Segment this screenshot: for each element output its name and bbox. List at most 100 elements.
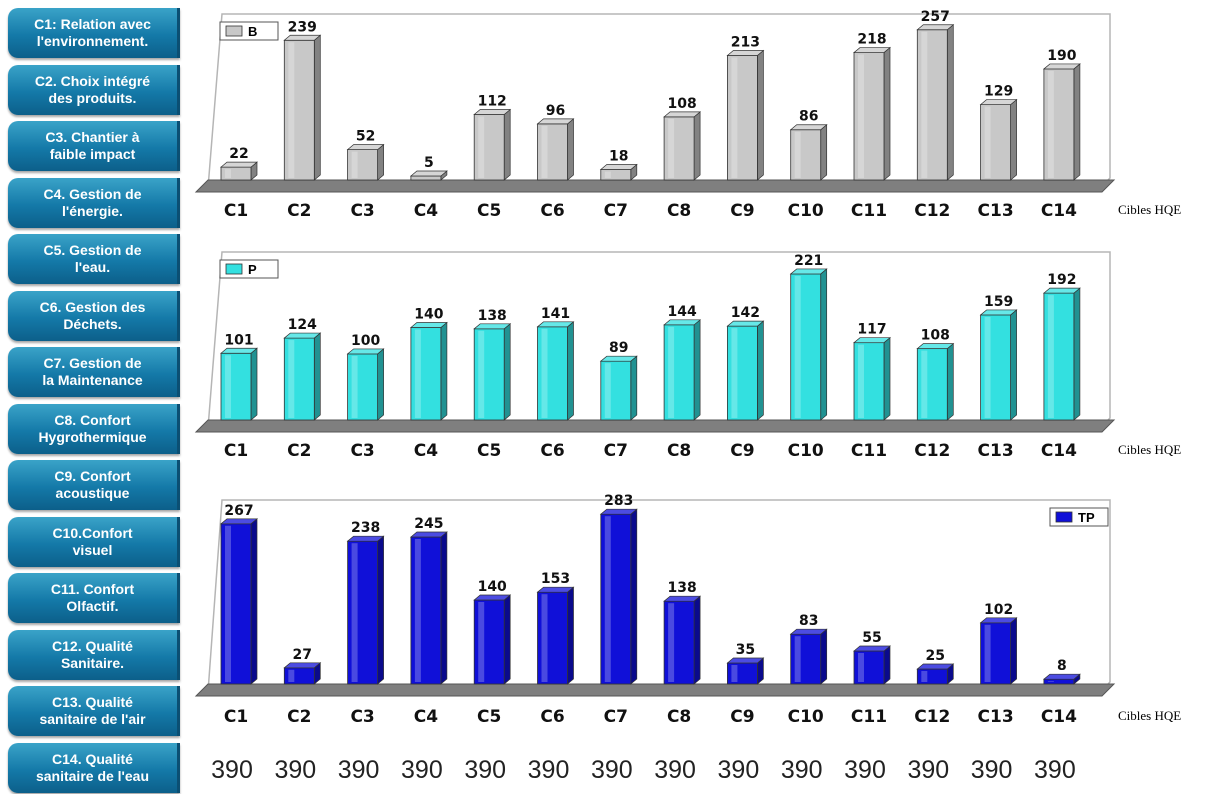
category-label: C13 (978, 201, 1014, 221)
category-label: C2 (287, 707, 311, 727)
bar-p-c13 (979, 309, 1018, 421)
total-value: 390 (844, 756, 886, 784)
plot-wall (207, 499, 1111, 693)
category-label: C1 (224, 707, 248, 727)
bar-p-c11 (853, 336, 891, 421)
bar-b-c1 (220, 161, 258, 181)
category-label: C11 (851, 441, 887, 461)
value-label: 108 (921, 328, 950, 344)
bar-p-c9 (726, 320, 765, 421)
value-label: 22 (229, 146, 248, 162)
category-label: C7 (604, 707, 628, 727)
target-c6: C6. Gestion des Déchets. (8, 290, 180, 341)
total-value: 390 (464, 756, 507, 784)
target-c9: C9. Confort acoustique (8, 460, 180, 510)
total-value: 390 (211, 756, 253, 784)
target-c11: C11. Confort Olfactif. (8, 573, 180, 623)
category-label: C10 (788, 707, 824, 727)
bar-tp-c12 (916, 663, 955, 685)
bar-b-c6 (536, 118, 575, 181)
target-c8: C8. Confort Hygrothermique (8, 403, 180, 454)
value-label: 86 (799, 109, 818, 125)
category-label: C5 (477, 441, 501, 461)
value-label: 153 (541, 571, 570, 587)
target-c7: C7. Gestion de la Maintenance (8, 347, 180, 397)
category-label: C7 (604, 201, 628, 221)
total-value: 390 (274, 756, 317, 784)
bar-charts: B 22 C1 239 C2 52 C3 5 C4 112 C5 96 C6 18 C7 108 C8 213 C9… (194, 9, 1181, 727)
bar-tp-c8 (663, 595, 702, 685)
value-label: 218 (857, 32, 886, 48)
value-label: 25 (926, 648, 945, 664)
category-label: C12 (914, 201, 950, 221)
category-label: C1 (224, 441, 248, 461)
target-c13: C13. Qualité sanitaire de l'air (8, 686, 180, 736)
bar-b-c8 (663, 111, 702, 181)
bar-p-c2 (283, 332, 322, 421)
bar-b-c11 (853, 46, 891, 181)
bar-tp-c13 (979, 617, 1018, 685)
category-label: C6 (540, 441, 564, 461)
target-c10: C10.Confort visuel (8, 516, 180, 567)
value-label: 267 (224, 503, 253, 519)
category-label: C8 (667, 707, 691, 727)
plot-floor (194, 179, 1116, 193)
category-label: C5 (477, 707, 501, 727)
value-label: 245 (414, 516, 443, 532)
category-label: C14 (1041, 201, 1077, 221)
bar-b-c2 (283, 34, 322, 181)
bar-p-c5 (473, 323, 512, 421)
bar-b-c5 (473, 108, 512, 181)
totals-row: 390 390 390 390 390 390 390 390 390 390 390 390 390 3… (0, 752, 1224, 794)
target-c14: C14. Qualité sanitaire de l'eau (8, 742, 180, 793)
value-label: 108 (667, 96, 696, 112)
category-label: C4 (414, 201, 438, 221)
value-label: 138 (667, 580, 696, 596)
bar-b-c7 (599, 163, 638, 181)
bar-p-c4 (409, 321, 448, 421)
value-label: 190 (1047, 48, 1076, 64)
category-label: C4 (414, 707, 438, 727)
value-label: 142 (731, 305, 760, 321)
value-label: 144 (667, 304, 696, 320)
plot-floor (194, 419, 1116, 433)
category-label: C13 (978, 441, 1014, 461)
value-label: 18 (609, 148, 628, 164)
bar-tp-c5 (473, 594, 512, 685)
target-c1: C1: Relation avec l'environnement. (8, 8, 180, 58)
chart-tp: TP 267 C1 27 C2 238 C3 245 C4 140 C5 153 C6 283 C7 138 C… (194, 493, 1181, 727)
legend-label: TP (1078, 510, 1095, 525)
total-value: 390 (527, 756, 570, 784)
value-label: 83 (799, 613, 818, 629)
total-value: 390 (717, 756, 760, 784)
value-label: 192 (1047, 272, 1076, 288)
bar-p-c6 (536, 321, 575, 421)
hqe-targets-legend: C1: Relation avec l'environnement. C2. Ch… (0, 0, 190, 794)
category-label: C2 (287, 441, 311, 461)
category-label: C14 (1041, 707, 1077, 727)
bar-b-c13 (979, 98, 1018, 181)
total-value: 390 (1034, 756, 1076, 784)
value-label: 100 (351, 333, 380, 349)
value-label: 5 (424, 155, 434, 171)
legend-label: B (248, 24, 257, 39)
bar-tp-c10 (789, 628, 828, 685)
category-label: C6 (540, 707, 564, 727)
target-c12: C12. Qualité Sanitaire. (8, 629, 180, 680)
bar-tp-c6 (536, 586, 575, 685)
category-label: C3 (350, 201, 374, 221)
category-label: C4 (414, 441, 438, 461)
plot-wall (207, 13, 1111, 189)
bar-tp-c4 (409, 531, 448, 685)
value-label: 238 (351, 520, 380, 536)
value-label: 138 (478, 308, 507, 324)
total-value: 390 (401, 756, 443, 784)
value-label: 124 (288, 317, 317, 333)
legend-swatch (1055, 511, 1073, 523)
target-c3: C3. Chantier à faible impact (8, 121, 180, 171)
category-label: C8 (667, 201, 691, 221)
total-value: 390 (780, 756, 823, 784)
value-label: 129 (984, 84, 1013, 100)
bar-p-c12 (916, 342, 955, 421)
bar-tp-c2 (283, 662, 322, 685)
